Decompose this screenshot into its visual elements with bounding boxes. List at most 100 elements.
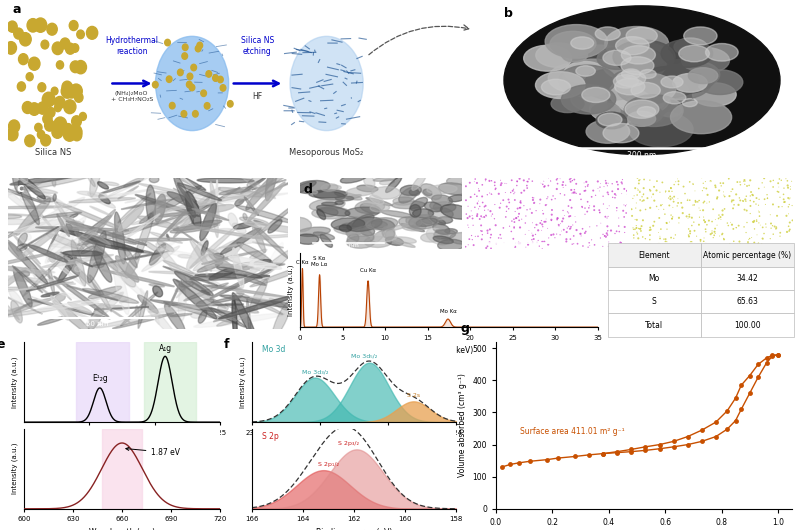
Point (782, 202, 794, 211)
Ellipse shape (234, 236, 266, 244)
Circle shape (182, 53, 187, 59)
Point (666, 215, 678, 223)
Point (701, 199, 714, 207)
Point (564, 224, 577, 233)
Point (510, 177, 523, 186)
Circle shape (616, 37, 649, 55)
Point (470, 192, 483, 200)
Ellipse shape (236, 172, 275, 199)
Point (643, 226, 656, 234)
Text: Mesoporous MoS₂: Mesoporous MoS₂ (290, 147, 364, 156)
Circle shape (227, 101, 233, 107)
Point (542, 240, 554, 249)
Point (746, 233, 758, 242)
Circle shape (63, 126, 76, 141)
Point (542, 181, 554, 190)
Point (725, 187, 738, 196)
Point (667, 234, 680, 243)
Point (472, 205, 485, 213)
Point (534, 179, 547, 187)
Point (638, 196, 650, 205)
Ellipse shape (167, 192, 198, 208)
Point (738, 180, 751, 189)
Ellipse shape (394, 237, 416, 243)
Point (574, 195, 587, 204)
Point (783, 200, 796, 209)
Ellipse shape (228, 213, 238, 227)
Circle shape (38, 130, 45, 139)
Ellipse shape (179, 214, 195, 229)
Ellipse shape (312, 207, 350, 219)
Ellipse shape (128, 271, 137, 277)
Ellipse shape (176, 187, 240, 225)
Ellipse shape (1, 169, 67, 206)
Ellipse shape (57, 214, 70, 236)
Point (689, 242, 702, 251)
Point (618, 223, 631, 231)
Point (786, 201, 798, 210)
Point (716, 210, 729, 219)
Point (578, 229, 591, 237)
Point (778, 184, 790, 192)
Ellipse shape (402, 223, 426, 231)
Point (636, 192, 649, 201)
Point (488, 215, 501, 223)
Circle shape (189, 84, 195, 91)
Point (673, 214, 686, 222)
Circle shape (580, 67, 641, 100)
Ellipse shape (69, 261, 100, 293)
Ellipse shape (433, 224, 450, 234)
Ellipse shape (89, 304, 104, 330)
Ellipse shape (412, 174, 426, 190)
Point (512, 238, 525, 246)
Point (648, 217, 661, 226)
Point (568, 186, 581, 194)
Point (469, 175, 482, 183)
Point (484, 207, 497, 215)
Ellipse shape (38, 316, 66, 325)
Point (567, 188, 580, 197)
Text: A₁g: A₁g (158, 344, 172, 353)
Circle shape (6, 128, 18, 141)
Point (459, 182, 472, 190)
Circle shape (625, 100, 659, 118)
Circle shape (598, 113, 622, 126)
Text: 50 nm: 50 nm (338, 243, 358, 248)
Point (611, 180, 624, 189)
Point (634, 206, 646, 215)
Ellipse shape (322, 202, 337, 206)
Point (781, 228, 794, 236)
Point (527, 235, 540, 243)
Point (542, 193, 554, 201)
Point (742, 240, 754, 249)
Ellipse shape (159, 241, 176, 251)
Ellipse shape (30, 256, 71, 301)
Ellipse shape (74, 266, 82, 272)
Point (594, 208, 606, 217)
Circle shape (640, 96, 665, 110)
Point (630, 204, 642, 213)
Point (535, 216, 548, 225)
Ellipse shape (346, 225, 374, 235)
Ellipse shape (328, 185, 342, 190)
Point (684, 229, 697, 237)
Point (779, 174, 792, 183)
Point (658, 235, 670, 243)
Point (638, 189, 650, 198)
Circle shape (54, 117, 66, 131)
Ellipse shape (370, 204, 390, 212)
Circle shape (181, 111, 186, 117)
Point (706, 205, 719, 214)
Circle shape (86, 26, 98, 39)
Point (695, 173, 708, 182)
Point (602, 179, 614, 188)
Circle shape (204, 103, 210, 109)
Circle shape (627, 111, 656, 126)
Point (609, 240, 622, 249)
Point (783, 225, 796, 234)
Ellipse shape (122, 245, 138, 268)
Point (612, 185, 625, 193)
Ellipse shape (11, 301, 22, 323)
Ellipse shape (138, 291, 148, 328)
Point (635, 222, 648, 231)
